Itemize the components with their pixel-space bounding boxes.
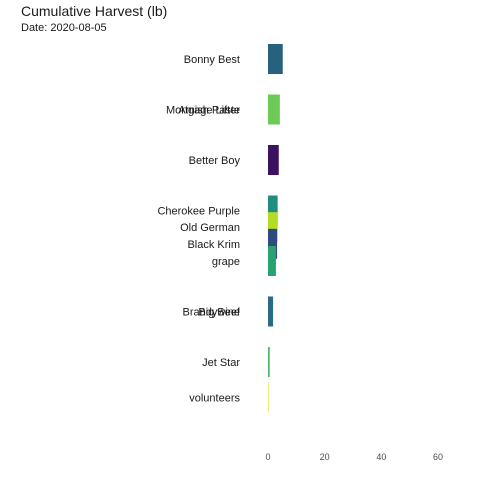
bar-better-boy — [268, 145, 279, 175]
bar-cherokee-purple — [268, 195, 278, 226]
bar-layer — [268, 44, 283, 413]
category-label: volunteers — [189, 392, 240, 404]
bar-grape — [268, 246, 276, 276]
category-label: Cherokee Purple — [157, 206, 240, 218]
category-label: Amish Paste — [178, 105, 240, 117]
x-tick-layer: 0 20 40 60 — [265, 452, 443, 462]
category-label: Bonny Best — [184, 54, 240, 66]
category-label: Old German — [180, 222, 240, 234]
bar-volunteers — [268, 382, 269, 413]
bar-mortgage-lifter — [268, 94, 280, 125]
category-label: Mortgage Lifter — [166, 105, 240, 117]
chart-title: Cumulative Harvest (lb) — [21, 3, 168, 19]
x-tick-label: 40 — [376, 452, 386, 462]
category-label: Jet Star — [202, 357, 240, 369]
category-label: Better Boy — [189, 155, 241, 167]
x-tick-label: 20 — [320, 452, 330, 462]
bar-old-german — [268, 212, 278, 243]
x-tick-label: 60 — [433, 452, 443, 462]
category-label: grape — [212, 256, 240, 268]
bar-brandywine — [268, 296, 273, 327]
chart-subtitle: Date: 2020-08-05 — [21, 22, 107, 34]
category-label: Brandywine — [183, 307, 240, 319]
bar-jet-star — [268, 347, 270, 377]
bar-black-krim — [268, 228, 278, 259]
bar-bonny-best — [268, 44, 283, 74]
category-label: Black Krim — [187, 239, 240, 251]
x-tick-label: 0 — [265, 452, 270, 462]
category-label: Big Beef — [198, 307, 241, 319]
